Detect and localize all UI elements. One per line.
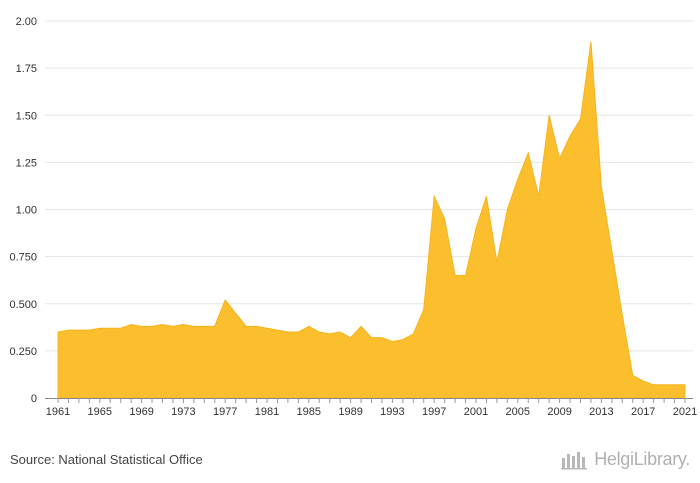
x-tick-label: 2009 [547,406,571,418]
y-tick-labels: 0 0.250 0.500 0.750 1.00 1.25 1.50 1.75 2.00 [9,16,37,405]
brand-logo[interactable]: HelgiLibrary. [560,446,690,472]
x-tick-label: 1981 [255,406,279,418]
axes [45,398,693,403]
footer: Source: National Statistical Office Helg… [0,438,700,483]
area-series-fill [57,41,686,399]
helgi-logo-icon [561,452,588,470]
x-tick-label: 2021 [673,406,697,418]
x-tick-label: 1973 [171,406,195,418]
series-area [57,41,686,399]
y-tick-label: 1.50 [16,110,37,122]
x-tick-label: 1985 [297,406,321,418]
x-tick-label: 2005 [506,406,530,418]
area-chart: 0 0.250 0.500 0.750 1.00 1.25 1.50 1.75 2.00 196… [9,16,697,418]
x-tick-label: 1977 [213,406,237,418]
y-tick-label: 0 [31,393,37,405]
x-tick-label: 2001 [464,406,488,418]
x-tick-label: 1969 [129,406,153,418]
x-tick-label: 1961 [46,406,70,418]
x-tick-label: 1965 [88,406,112,418]
x-tick-label: 2013 [589,406,613,418]
y-tick-label: 1.75 [16,63,37,75]
y-tick-label: 0.750 [9,252,37,264]
y-tick-label: 1.00 [16,205,37,217]
y-tick-label: 0.500 [9,299,37,311]
x-tick-labels: 1961 1965 1969 1973 1977 1981 1985 1989 1993 1997… [46,406,697,418]
x-tick-label: 2017 [631,406,655,418]
source-note: Source: National Statistical Office [10,452,203,467]
x-tick-label: 1997 [422,406,446,418]
y-tick-label: 2.00 [16,16,37,28]
x-tick-label: 1993 [380,406,404,418]
y-tick-label: 1.25 [16,157,37,169]
brand-name: HelgiLibrary. [594,448,690,469]
y-tick-label: 0.250 [9,346,37,358]
grid-lines [45,20,693,352]
x-tick-label: 1989 [338,406,362,418]
chart-area: 0 0.250 0.500 0.750 1.00 1.25 1.50 1.75 2.00 196… [9,16,697,418]
